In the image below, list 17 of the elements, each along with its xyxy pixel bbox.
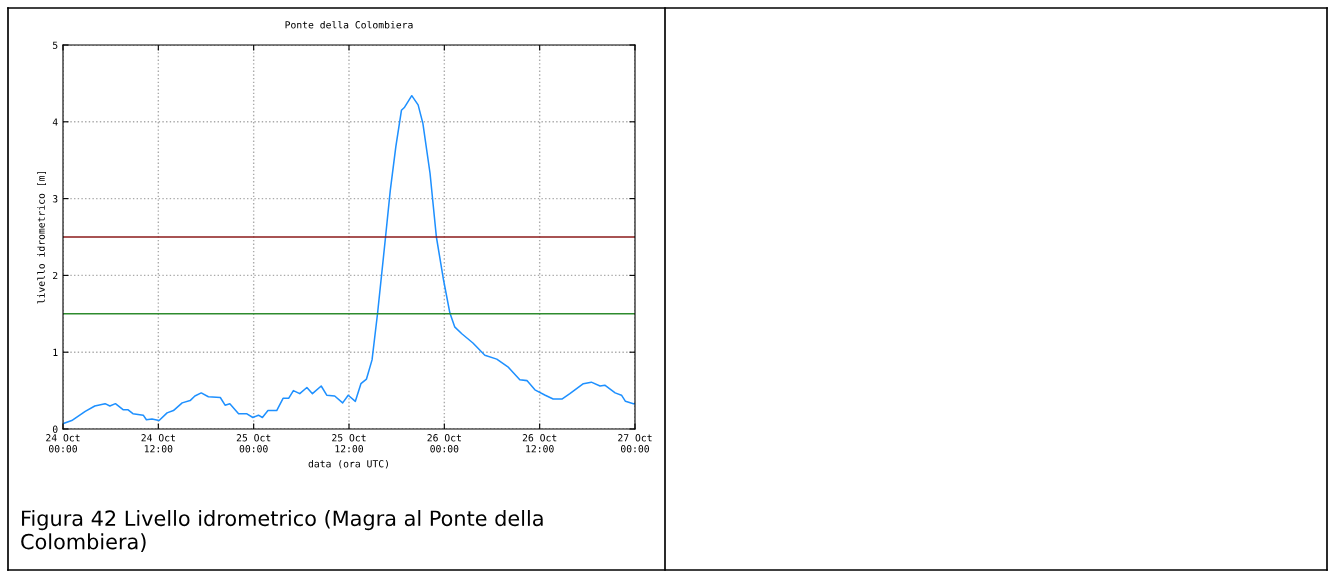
y-tick-label: 4 xyxy=(52,118,58,126)
y-tick-label: 3 xyxy=(52,195,58,203)
x-tick-label: 26 Oct 12:00 xyxy=(522,434,557,453)
x-tick-label: 25 Oct 00:00 xyxy=(236,434,271,453)
y-tick-label: 1 xyxy=(53,348,58,356)
text: Figura 42 Livello idrometrico (Magra al Ponte della Colombiera) xyxy=(21,510,543,552)
chart-title: Ponte della Colombiera xyxy=(285,20,413,29)
y-tick-label: 0 xyxy=(52,425,58,433)
x-tick-label: 26 Oct 00:00 xyxy=(427,434,461,453)
x-tick-label: 24 Oct 12:00 xyxy=(141,434,175,453)
y-axis-title: livello idrometrico [m] xyxy=(37,171,46,304)
x-tick-label: 25 Oct 12:00 xyxy=(332,434,366,453)
x-tick-label: 27 Oct 00:00 xyxy=(618,434,652,453)
y-tick-label: 5 xyxy=(52,41,58,49)
x-tick-label: 24 Oct 00:00 xyxy=(46,434,80,453)
y-tick-label: 2 xyxy=(53,271,58,280)
x-axis-title: data (ora UTC) xyxy=(308,459,388,469)
